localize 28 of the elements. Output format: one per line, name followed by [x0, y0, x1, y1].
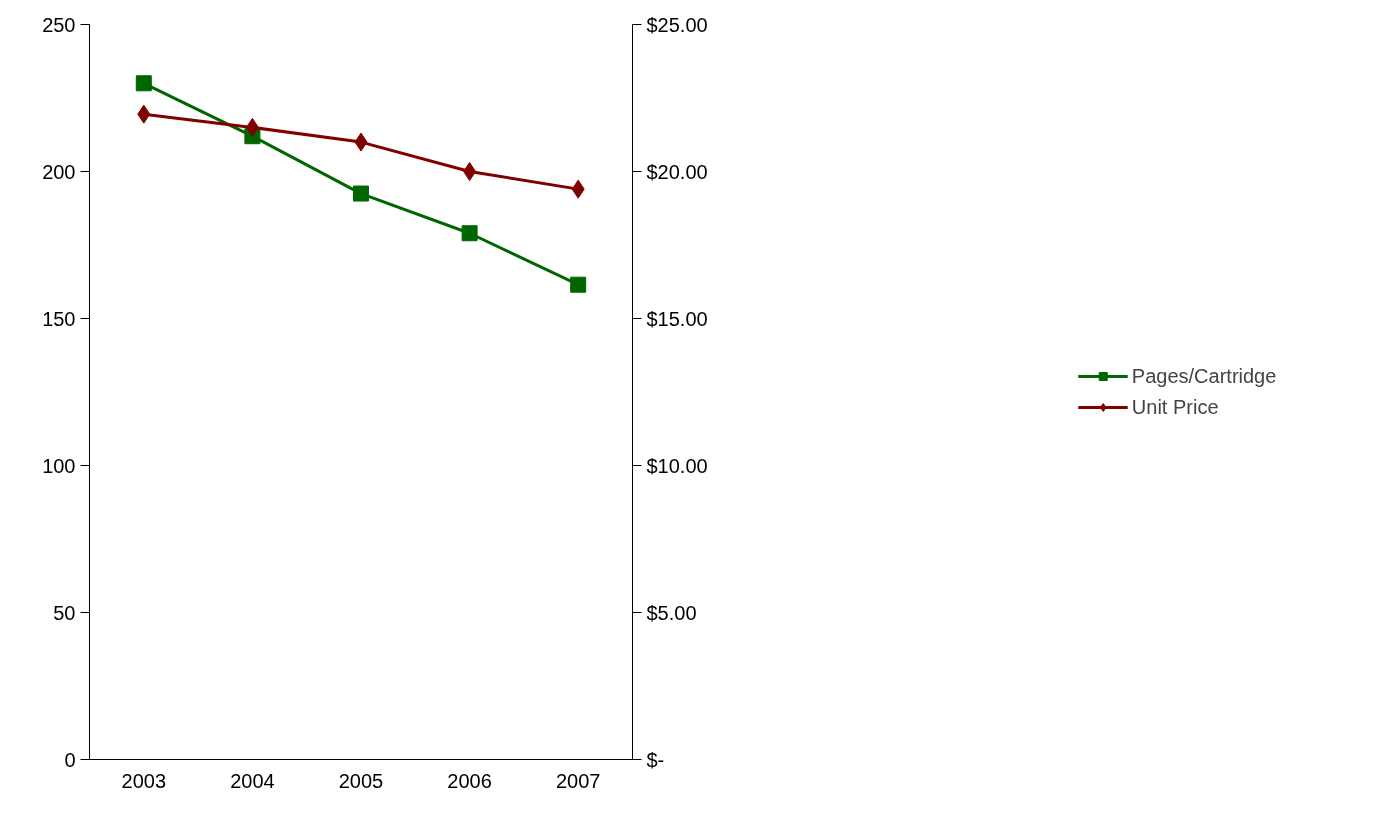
legend-label: Pages/Cartridge	[1131, 364, 1277, 388]
point	[461, 225, 478, 242]
point	[245, 117, 259, 137]
y-tick-label: 200	[42, 160, 76, 183]
point	[463, 162, 477, 181]
point	[354, 132, 368, 152]
x-tick-label: 2004	[230, 769, 275, 792]
point	[135, 75, 152, 92]
y2-tick-label: $20.00	[646, 160, 708, 183]
y2-tick-label: $10.00	[646, 454, 708, 477]
y-tick-label: 150	[42, 307, 76, 330]
point	[570, 276, 587, 293]
y-tick-label: 250	[42, 13, 76, 36]
x-tick-label: 2007	[555, 769, 601, 792]
x-tick-label: 2003	[121, 769, 167, 792]
y-tick-label: 50	[53, 601, 76, 624]
x-tick-label: 2006	[447, 769, 492, 792]
y2-tick-label: $5.00	[646, 601, 697, 624]
x-tick-label: 2005	[338, 769, 384, 792]
point	[353, 185, 369, 202]
y2-tick-label: $15.00	[646, 307, 708, 330]
y-tick-label: 100	[42, 454, 76, 477]
legend-label: Unit Price	[1131, 395, 1219, 419]
y-tick-label: 0	[64, 748, 76, 771]
y2-tick-label: $25.00	[646, 13, 708, 36]
point	[571, 179, 585, 199]
point	[137, 104, 151, 124]
y2-tick-label: $-	[646, 748, 665, 771]
